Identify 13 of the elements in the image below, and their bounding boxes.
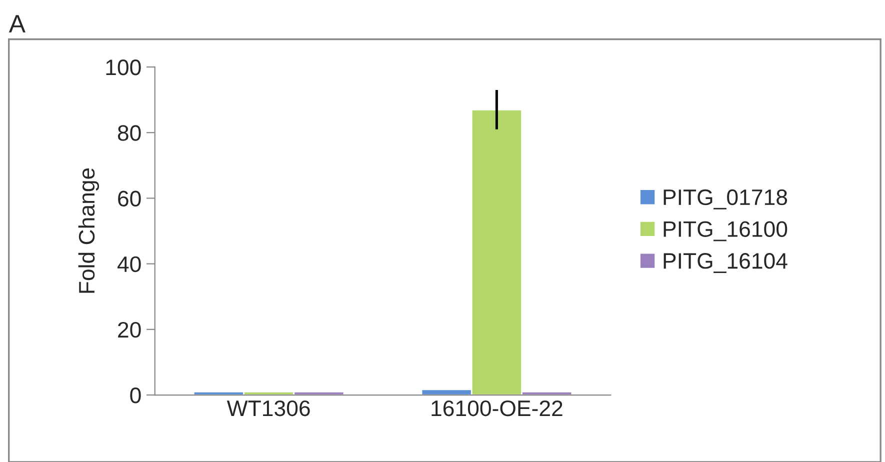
y-axis-title: Fold Change [78,168,100,293]
y-tick-label: 60 [118,190,141,206]
x-tick-label: 16100-OE-22 [432,400,562,416]
y-tick-label: 40 [117,256,141,272]
legend-label: PITG_16104 [664,253,788,273]
y-tick-label: 0 [130,388,141,404]
legend-label: PITG_16100 [664,221,788,242]
chart-title: A [8,15,26,32]
y-tick-label: 100 [106,60,141,76]
x-tick-label: WT1306 [226,400,310,416]
legend-label: PITG_01718 [664,189,788,210]
y-tick-label: 20 [118,322,141,338]
y-tick-label: 80 [118,125,141,141]
